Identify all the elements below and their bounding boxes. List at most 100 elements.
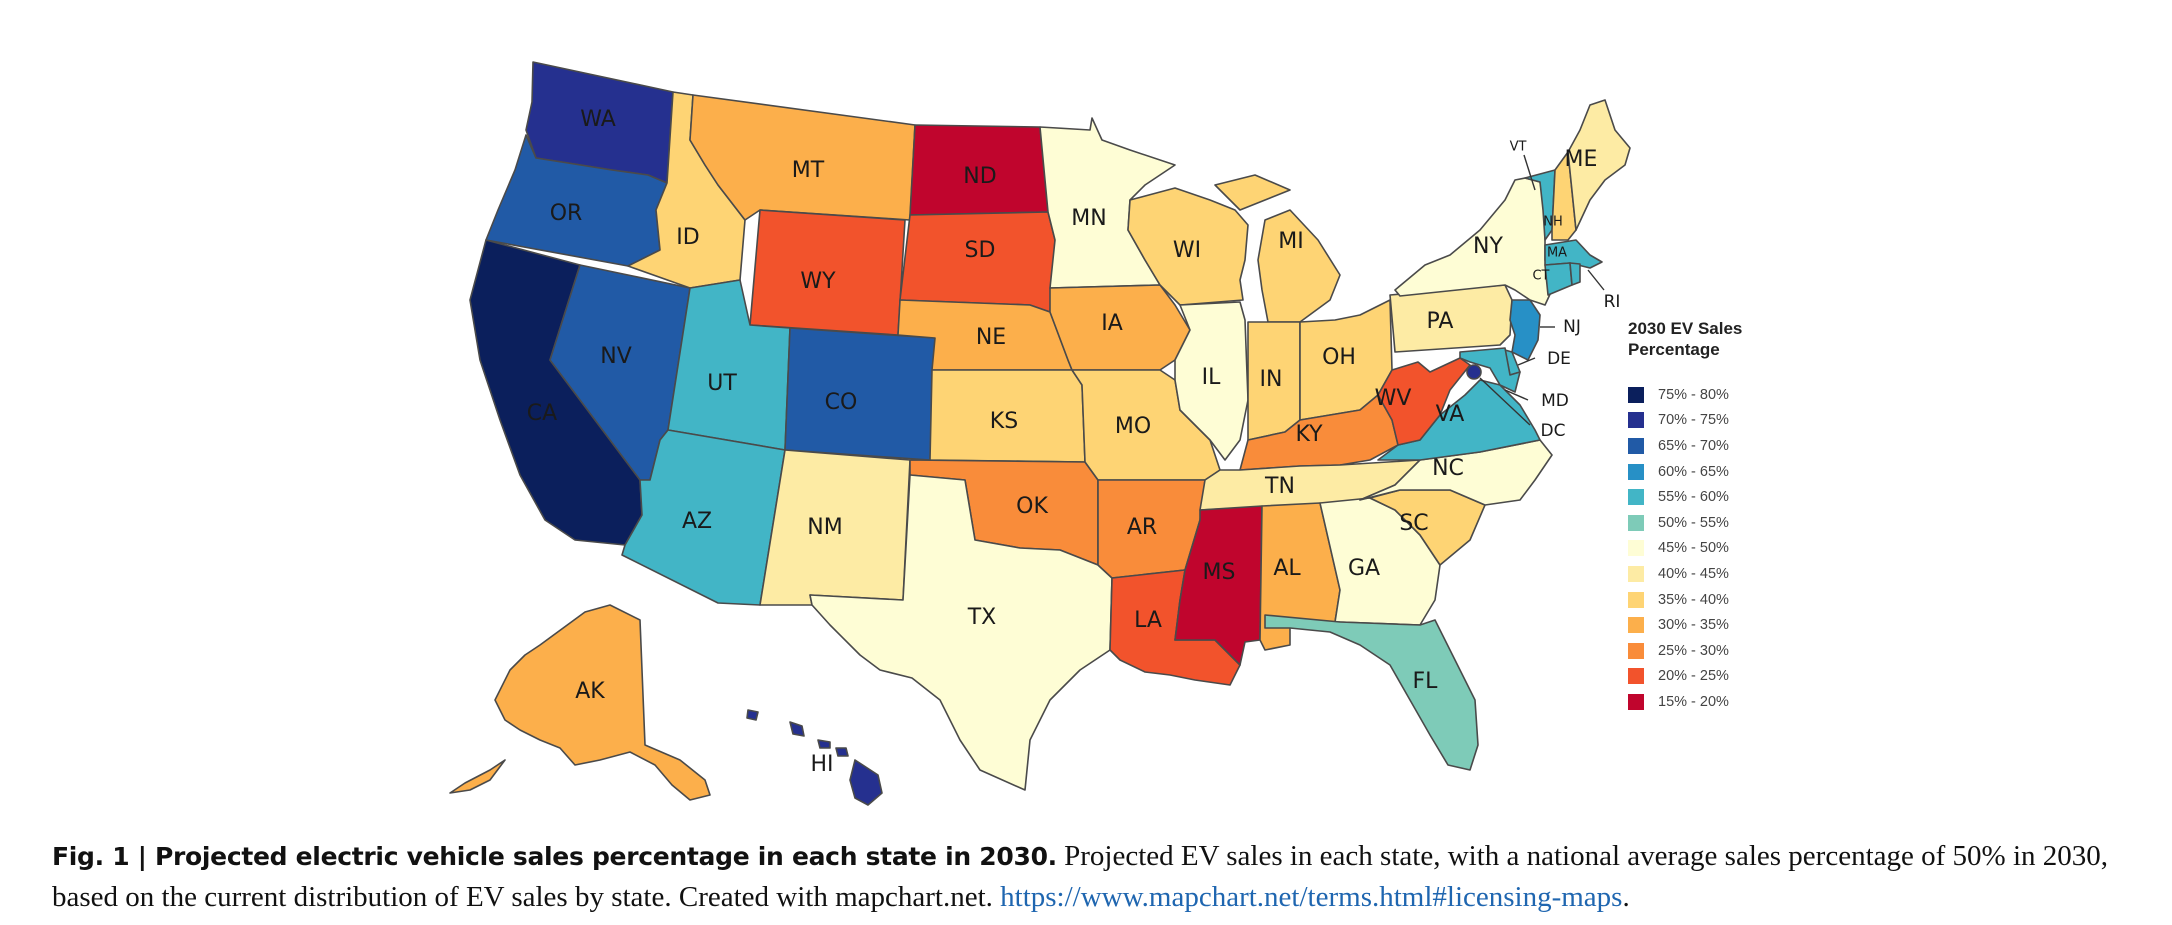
state-CO (784, 327, 936, 461)
svg-text:WI: WI (1173, 238, 1201, 263)
svg-text:LA: LA (1134, 608, 1162, 633)
svg-text:CA: CA (527, 401, 557, 426)
svg-text:CT: CT (1532, 269, 1549, 284)
legend-swatch (1628, 693, 1644, 710)
svg-text:AR: AR (1127, 515, 1157, 540)
state-FL (1264, 614, 1479, 771)
svg-text:NJ: NJ (1563, 317, 1581, 337)
svg-text:NH: NH (1543, 215, 1563, 230)
legend-swatch (1628, 489, 1644, 506)
legend-label: 30% - 35% (1658, 617, 1729, 634)
state-DC (1466, 364, 1482, 380)
legend-label: 40% - 45% (1658, 565, 1729, 582)
svg-text:CO: CO (825, 390, 858, 415)
state-IA (1049, 284, 1191, 371)
svg-text:RI: RI (1604, 292, 1621, 312)
svg-text:OH: OH (1322, 345, 1356, 370)
legend-label: 50% - 55% (1658, 514, 1729, 531)
state-ME (1567, 99, 1631, 231)
caption-link[interactable]: https://www.mapchart.net/terms.html#lice… (1000, 881, 1623, 913)
legend-swatch (1628, 565, 1644, 582)
caption-text: Projected EV sales in each state, with a… (52, 840, 2108, 913)
legend-item: 45% - 50% (1628, 536, 1828, 562)
legend-item: 65% - 70% (1628, 433, 1828, 459)
caption-bold: Fig. 1 | Projected electric vehicle sale… (52, 842, 1057, 871)
svg-text:AK: AK (575, 679, 605, 704)
legend-item: 70% - 75% (1628, 408, 1828, 434)
svg-text:OR: OR (550, 201, 583, 226)
legend-swatch (1628, 642, 1644, 659)
svg-text:OK: OK (1016, 494, 1048, 519)
state-TX (809, 474, 1113, 791)
svg-text:HI: HI (810, 752, 833, 777)
state-IL (1174, 301, 1249, 461)
legend-item: 35% - 40% (1628, 587, 1828, 613)
legend-label: 45% - 50% (1658, 540, 1729, 557)
state-WI (1127, 187, 1249, 306)
svg-text:MN: MN (1071, 206, 1106, 231)
svg-text:PA: PA (1427, 309, 1454, 334)
us-state-map: WA OR CA NV ID MT WY UT CO AZ NM ND SD N… (449, 61, 1631, 806)
svg-text:SD: SD (965, 238, 996, 263)
svg-text:WA: WA (580, 107, 616, 132)
svg-text:MT: MT (792, 158, 825, 183)
state-HI (746, 709, 883, 806)
svg-text:NV: NV (600, 344, 632, 369)
svg-text:NE: NE (976, 325, 1006, 350)
state-labels: WA OR CA NV ID MT WY UT CO AZ NM ND SD N… (527, 107, 1621, 777)
svg-text:KS: KS (990, 409, 1018, 434)
svg-text:MI: MI (1278, 229, 1303, 254)
state-NC (1359, 439, 1553, 506)
svg-text:ID: ID (676, 225, 699, 250)
legend-item: 15% - 20% (1628, 689, 1828, 715)
figure-caption: Fig. 1 | Projected electric vehicle sale… (52, 836, 2142, 917)
svg-text:ME: ME (1565, 147, 1598, 172)
svg-text:AL: AL (1273, 556, 1301, 581)
svg-text:WV: WV (1375, 386, 1412, 411)
legend-label: 35% - 40% (1658, 591, 1729, 608)
svg-text:DE: DE (1547, 349, 1571, 369)
map-legend: 2030 EV Sales Percentage 75% - 80% 70% - … (1628, 318, 1828, 715)
svg-text:VA: VA (1436, 402, 1465, 427)
svg-text:NC: NC (1432, 456, 1464, 481)
svg-text:NY: NY (1473, 234, 1503, 259)
state-NJ (1509, 299, 1541, 361)
state-MI (1214, 174, 1341, 323)
legend-label: 60% - 65% (1658, 463, 1729, 480)
svg-text:TN: TN (1264, 474, 1295, 499)
legend-item: 60% - 65% (1628, 459, 1828, 485)
legend-swatch (1628, 412, 1644, 429)
caption-end: . (1622, 881, 1630, 913)
legend-swatch (1628, 668, 1644, 685)
legend-title: 2030 EV Sales Percentage (1628, 319, 1743, 359)
state-WV (1377, 357, 1471, 446)
legend-item: 30% - 35% (1628, 612, 1828, 638)
legend-label: 65% - 70% (1658, 437, 1729, 454)
svg-text:NM: NM (807, 515, 842, 540)
legend-label: 25% - 30% (1658, 642, 1729, 659)
svg-text:UT: UT (707, 371, 737, 396)
svg-text:DC: DC (1541, 421, 1566, 441)
svg-text:SC: SC (1399, 511, 1428, 536)
svg-text:IN: IN (1260, 367, 1283, 392)
svg-text:TX: TX (967, 605, 997, 630)
svg-text:FL: FL (1413, 669, 1439, 694)
legend-label: 55% - 60% (1658, 489, 1729, 506)
svg-text:VT: VT (1510, 140, 1527, 155)
state-AK (449, 604, 711, 801)
legend-label: 20% - 25% (1658, 668, 1729, 685)
legend-swatch (1628, 514, 1644, 531)
legend-swatch (1628, 437, 1644, 454)
legend-swatch (1628, 463, 1644, 480)
svg-text:GA: GA (1348, 556, 1380, 581)
svg-text:IA: IA (1101, 311, 1123, 336)
svg-text:WY: WY (800, 269, 836, 294)
svg-text:AZ: AZ (682, 509, 712, 534)
legend-rows: 75% - 80% 70% - 75% 65% - 70% 60% - 65% 55% … (1628, 382, 1828, 715)
legend-swatch (1628, 591, 1644, 608)
legend-item: 75% - 80% (1628, 382, 1828, 408)
legend-item: 40% - 45% (1628, 561, 1828, 587)
svg-text:IL: IL (1202, 365, 1221, 390)
legend-item: 50% - 55% (1628, 510, 1828, 536)
legend-item: 55% - 60% (1628, 484, 1828, 510)
